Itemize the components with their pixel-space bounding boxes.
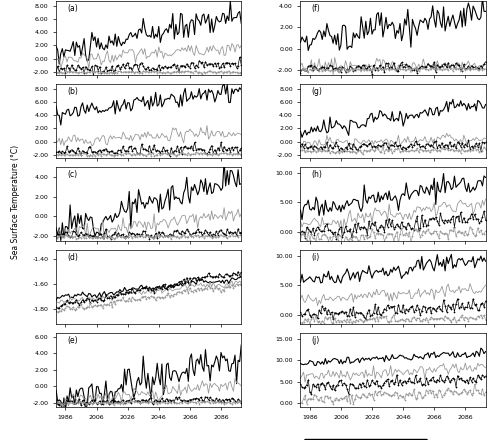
Text: (i): (i) xyxy=(311,253,320,262)
Text: Sea Surface Temperature (°C): Sea Surface Temperature (°C) xyxy=(11,145,20,260)
Text: (a): (a) xyxy=(67,4,78,13)
Text: (h): (h) xyxy=(311,170,323,179)
Text: (e): (e) xyxy=(67,336,78,345)
Text: (j): (j) xyxy=(311,336,320,345)
Text: (f): (f) xyxy=(311,4,320,13)
Text: (d): (d) xyxy=(67,253,78,262)
Text: (b): (b) xyxy=(67,87,78,96)
Text: (c): (c) xyxy=(67,170,78,179)
Text: (g): (g) xyxy=(311,87,323,96)
